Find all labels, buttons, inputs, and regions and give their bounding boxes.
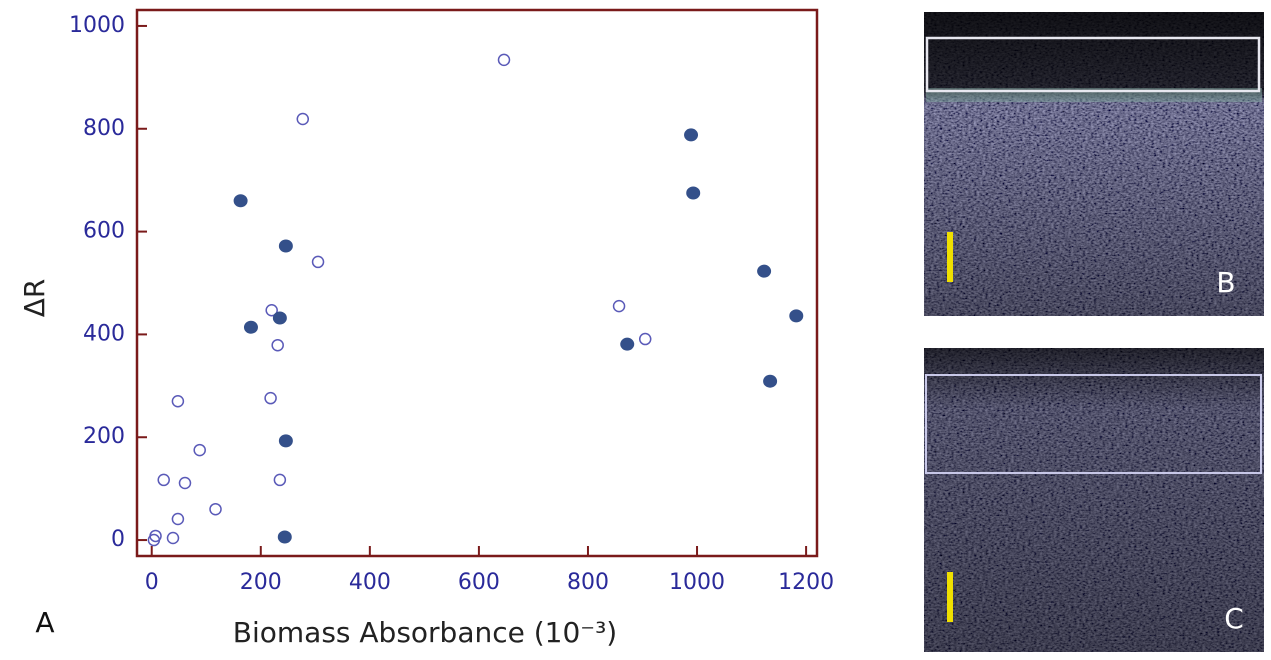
x-axis-label: Biomass Absorbance (10⁻³) [233, 616, 617, 649]
data-point [296, 112, 310, 126]
data-point [233, 194, 248, 208]
data-point [497, 53, 511, 67]
data-point [278, 239, 293, 253]
data-point [171, 512, 185, 526]
x-tick-label: 800 [567, 570, 609, 595]
y-tick-label: 0 [111, 527, 125, 552]
panel-label: A [35, 606, 54, 639]
y-tick-label: 200 [83, 424, 125, 449]
x-tick-label: 600 [458, 570, 500, 595]
data-point [638, 332, 652, 346]
y-tick-label: 400 [83, 321, 125, 346]
data-point [620, 337, 635, 351]
data-point [277, 530, 292, 544]
y-axis-label: ΔR [18, 279, 51, 318]
x-tick-label: 0 [145, 570, 159, 595]
y-tick-label: 1000 [69, 13, 125, 38]
data-point [264, 391, 277, 405]
plot-frame [135, 8, 819, 558]
data-point [311, 255, 325, 269]
x-tick-label: 200 [240, 570, 282, 595]
data-point [166, 531, 180, 545]
data-point [684, 128, 699, 142]
data-point [171, 394, 185, 408]
data-point [271, 338, 284, 352]
data-point [612, 299, 626, 313]
data-point [763, 374, 778, 388]
y-tick-label: 800 [83, 116, 125, 141]
data-point [278, 434, 293, 448]
data-point [273, 473, 287, 487]
data-point [193, 443, 206, 457]
data-point [209, 502, 222, 516]
panel-label: C [1224, 602, 1244, 635]
data-point [147, 533, 161, 547]
panel-label: B [1216, 266, 1235, 299]
image-panel-b: B [924, 12, 1264, 316]
data-point [757, 264, 772, 278]
image-panel-c: C [924, 348, 1264, 652]
data-point [272, 311, 287, 325]
x-tick-label: 400 [349, 570, 391, 595]
x-tick-label: 1000 [669, 570, 725, 595]
data-point [243, 320, 258, 334]
y-tick-label: 600 [83, 219, 125, 244]
x-tick-label: 1200 [778, 570, 834, 595]
data-point [686, 186, 701, 200]
data-point [789, 309, 804, 323]
data-point [265, 303, 278, 317]
data-point [157, 473, 170, 487]
data-point [178, 476, 192, 490]
